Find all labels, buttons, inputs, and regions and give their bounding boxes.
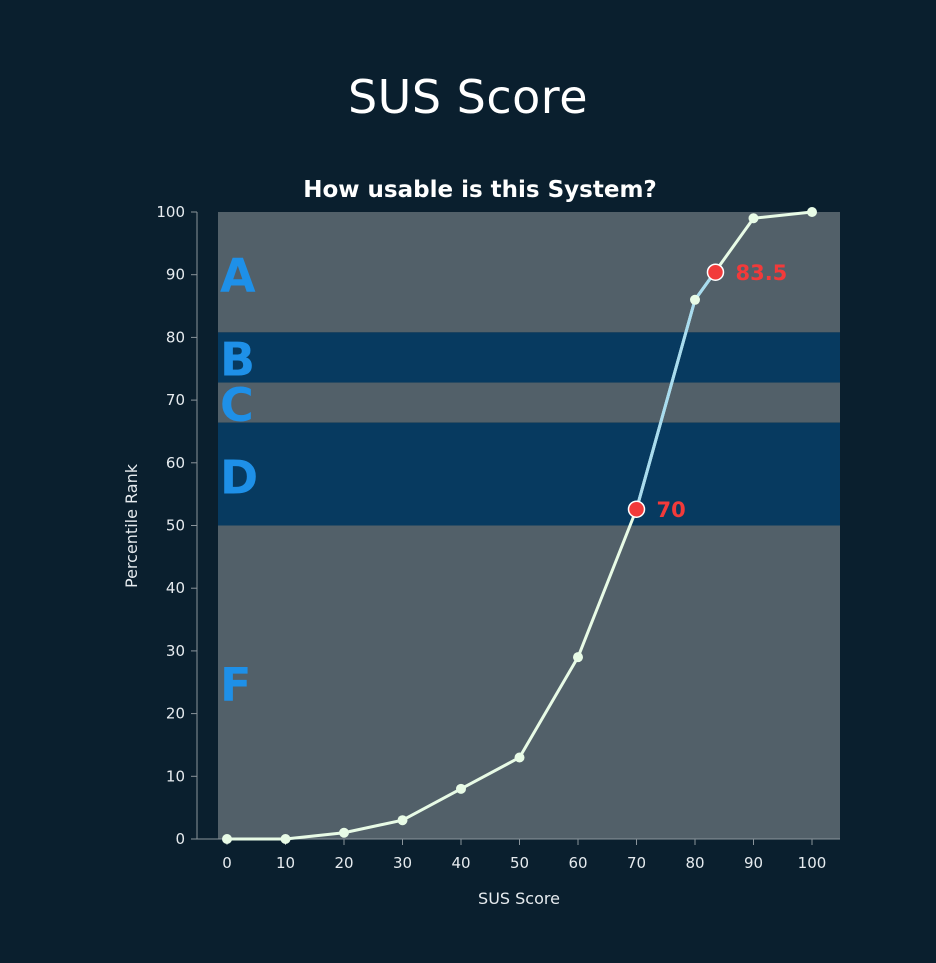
data-point <box>807 207 817 217</box>
y-tick-label: 10 <box>166 767 185 785</box>
y-tick-label: 20 <box>166 705 185 723</box>
x-tick-label: 0 <box>222 854 232 872</box>
x-tick-label: 10 <box>276 854 295 872</box>
grade-label-f: F <box>220 658 251 712</box>
y-tick-label: 100 <box>156 203 185 221</box>
highlight-label: 70 <box>657 498 686 522</box>
x-tick-label: 40 <box>451 854 470 872</box>
chart-title: How usable is this System? <box>303 177 657 203</box>
band-c <box>218 382 840 423</box>
highlight-marker <box>627 500 646 518</box>
x-tick-label: 100 <box>798 854 827 872</box>
y-axis-title: Percentile Rank <box>122 463 141 588</box>
data-point <box>222 834 232 844</box>
grade-bands <box>218 212 840 839</box>
highlights: 70 83.5 <box>627 261 787 522</box>
page-title: SUS Score <box>347 70 589 124</box>
data-point <box>748 213 759 224</box>
data-point <box>573 652 583 663</box>
band-a <box>218 212 840 333</box>
grade-label-a: A <box>220 249 256 303</box>
y-tick-label: 30 <box>166 642 185 660</box>
y-tick-label: 60 <box>166 454 185 472</box>
x-axis-title: SUS Score <box>478 889 560 908</box>
x-tick-label: 50 <box>510 854 529 872</box>
grade-label-d: D <box>220 451 258 505</box>
y-tick-label: 50 <box>166 517 185 535</box>
data-point <box>280 834 291 844</box>
highlight-marker <box>706 263 725 281</box>
y-tick-label: 70 <box>166 391 185 409</box>
data-point <box>456 783 466 794</box>
data-point <box>690 294 700 305</box>
data-point <box>397 815 408 826</box>
x-tick-label: 60 <box>568 854 587 872</box>
data-point <box>514 752 525 763</box>
x-tick-label: 30 <box>393 854 412 872</box>
y-tick-label: 0 <box>175 830 185 848</box>
grade-label-c: C <box>220 378 254 432</box>
x-tick-label: 20 <box>334 854 353 872</box>
x-tick-label: 70 <box>627 854 646 872</box>
band-f <box>218 525 840 839</box>
x-tick-label: 80 <box>685 854 704 872</box>
axes: 0 10 20 30 40 50 60 70 80 90 100 0 10 20 30 40 50 60 70 80 9… <box>156 203 840 872</box>
data-point <box>339 827 349 838</box>
x-tick-label: 90 <box>744 854 763 872</box>
band-b <box>218 332 840 383</box>
grade-label-b: B <box>220 333 255 387</box>
y-tick-label: 80 <box>166 328 185 346</box>
band-d <box>218 422 840 526</box>
highlight-label: 83.5 <box>735 261 787 285</box>
y-tick-label: 40 <box>166 579 185 597</box>
y-tick-label: 90 <box>166 266 185 284</box>
